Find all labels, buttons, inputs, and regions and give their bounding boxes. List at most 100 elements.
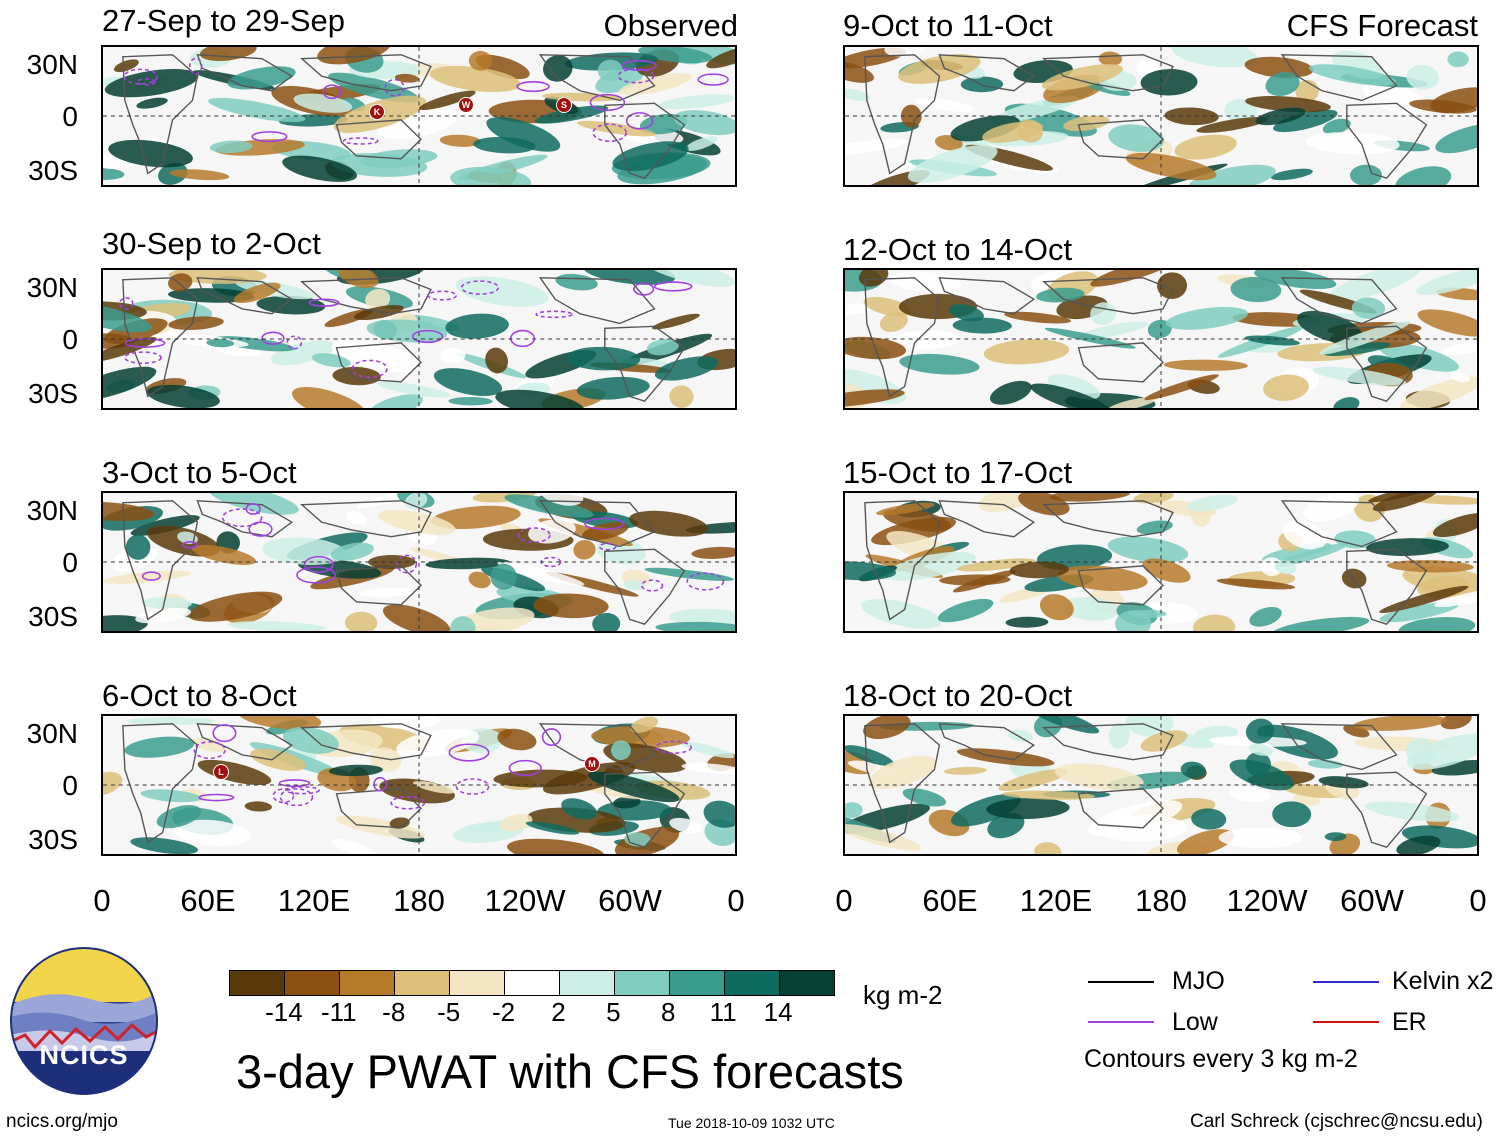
anomaly-blob [270, 340, 335, 366]
colorbar-segment [394, 971, 449, 995]
low-contour [248, 521, 273, 537]
anomaly-blob [1447, 51, 1469, 68]
low-contour [633, 282, 655, 296]
anomaly-blob [168, 270, 267, 284]
anomaly-blob [365, 288, 391, 310]
low-contour [510, 329, 536, 348]
anomaly-blob [1273, 616, 1370, 631]
anomaly-blob [439, 134, 481, 147]
anomaly-blob [845, 61, 874, 83]
coastline [300, 500, 432, 538]
coastline [1280, 723, 1398, 771]
lon-label-0: 0 [93, 883, 111, 918]
anomaly-blob [152, 333, 249, 348]
anomaly-blob [1245, 96, 1331, 113]
anomaly-blob [293, 93, 353, 113]
coastline [1280, 500, 1398, 548]
anomaly-blob [369, 747, 402, 772]
anomaly-blob [646, 338, 679, 356]
anomaly-blob [473, 136, 536, 154]
anomaly-blob [127, 717, 216, 725]
coastline [1077, 342, 1164, 383]
storm-marker: K [369, 104, 385, 120]
low-contour [136, 78, 156, 86]
low-contour [427, 290, 458, 301]
colorbar-segment [779, 971, 834, 995]
low-contour [541, 728, 562, 747]
anomaly-blob [1364, 801, 1460, 822]
anomaly-blob [907, 144, 998, 183]
lon-label-60w: 60W [1340, 883, 1404, 918]
lon-label-120w: 120W [1226, 883, 1308, 918]
anomaly-blob [845, 561, 897, 581]
coastline [196, 54, 294, 92]
anomaly-blob [1333, 397, 1360, 408]
low-contour [188, 57, 203, 75]
anomaly-blob [1034, 842, 1062, 854]
low-contour [621, 59, 657, 72]
panel-title-observed-1: 27-Sep to 29-Sep [102, 3, 346, 38]
anomaly-blob [1107, 536, 1189, 563]
anomaly-blob [1312, 366, 1407, 386]
low-contour [278, 779, 311, 787]
coastline [938, 723, 1036, 761]
anomaly-blob [237, 716, 322, 730]
anomaly-blob [1319, 320, 1411, 355]
anomaly-blob [863, 716, 911, 740]
anomaly-blob [883, 551, 976, 581]
anomaly-blob [1334, 530, 1377, 549]
anomaly-blob [104, 69, 199, 98]
colorbar-segment [669, 971, 724, 995]
anomaly-blob [845, 802, 863, 818]
anomaly-blob [914, 98, 975, 112]
anomaly-blob [1353, 716, 1447, 731]
anomaly-blob [209, 140, 253, 154]
anomaly-blob [433, 368, 503, 397]
anomaly-blob [868, 755, 937, 790]
low-contour [251, 131, 288, 143]
anomaly-blob [1216, 578, 1296, 590]
low-contour [411, 329, 444, 344]
anomaly-blob [1125, 716, 1174, 737]
anomaly-blob [396, 728, 480, 758]
anomaly-blob [490, 563, 517, 590]
coastline [1042, 500, 1174, 538]
anomaly-blob [1341, 568, 1367, 589]
pwat-anomaly-field [103, 270, 735, 408]
coastline [864, 500, 941, 621]
legend-line-low [1088, 1021, 1154, 1023]
colorbar-tick-label: 2 [551, 997, 566, 1027]
anomaly-blob [1395, 166, 1452, 185]
anomaly-blob [188, 591, 283, 622]
anomaly-blob [1303, 493, 1359, 522]
anomaly-blob [1402, 566, 1477, 597]
anomaly-blob [654, 356, 719, 381]
low-contour [182, 541, 198, 549]
anomaly-blob [1140, 69, 1198, 96]
lat-label-30n: 30N [26, 49, 78, 80]
pwat-anomaly-field [845, 47, 1477, 185]
anomaly-blob [136, 97, 168, 109]
anomaly-blob [146, 384, 220, 408]
low-contour [296, 566, 336, 584]
anomaly-blob [394, 73, 420, 83]
coastline [1077, 565, 1164, 606]
lon-label-120e: 120E [277, 883, 351, 918]
anomaly-blob [629, 510, 709, 537]
lon-label-0: 0 [835, 883, 853, 918]
anomaly-blob [1270, 168, 1313, 181]
anomaly-blob [353, 305, 404, 321]
anomaly-blob [346, 511, 367, 525]
colorbar-tick-label: -11 [320, 997, 357, 1027]
ncics-logo-graphic [10, 947, 158, 1095]
legend-line-kelvin [1313, 981, 1379, 983]
anomaly-blob [1435, 124, 1477, 154]
anomaly-blob [168, 316, 224, 330]
anomaly-blob [1398, 617, 1476, 631]
footer-timestamp: Tue 2018-10-09 1032 UTC [668, 1115, 835, 1131]
low-contour [655, 740, 692, 754]
colorbar-segment [449, 971, 504, 995]
coastline [1042, 723, 1174, 761]
anomaly-blob [1125, 152, 1217, 181]
anomaly-blob [227, 621, 326, 631]
